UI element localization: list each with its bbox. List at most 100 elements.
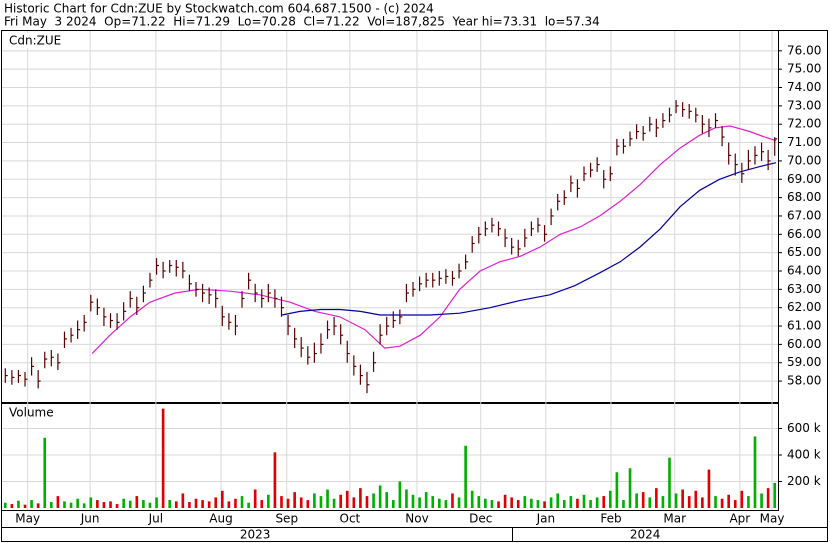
volume-bar (405, 489, 408, 509)
volume-bar (115, 504, 119, 509)
chart-subtitle: Fri May 3 2024 Op=71.22 Hi=71.29 Lo=70.2… (4, 15, 600, 29)
y-tick-label: 200 k (787, 474, 821, 488)
plot-layer: 58.00 59.00 60.00 61.00 62.00 63.00 64.00 65.00… (2, 31, 821, 542)
volume-bar (523, 496, 527, 509)
y-tick-label: 59.00 (787, 355, 821, 369)
volume-bar (181, 493, 185, 509)
volume-bar (36, 503, 40, 509)
x-tick-label: Apr (729, 512, 750, 526)
volume-bar (30, 500, 33, 509)
volume-bar (188, 502, 191, 509)
y-tick-label: 67.00 (787, 208, 821, 222)
volume-bar (503, 494, 507, 509)
y-tick-label: 72.00 (787, 117, 821, 131)
volume-bar (576, 498, 579, 509)
y-tick-label: 62.00 (787, 300, 821, 314)
volume-bar (444, 500, 448, 509)
volume-bar (530, 498, 533, 509)
y-tick-label: 76.00 (787, 43, 821, 57)
volume-bar (510, 497, 513, 509)
volume-bar (655, 488, 658, 509)
volume-bar (701, 497, 704, 509)
volume-bar (359, 488, 362, 509)
volume-bar (56, 496, 60, 509)
volume-bar (562, 500, 566, 509)
volume-bar (484, 498, 487, 509)
y-tick-label: 66.00 (787, 227, 821, 241)
volume-bar (681, 489, 684, 509)
year-label: 2023 (240, 528, 271, 542)
volume-bar (50, 502, 53, 509)
volume-bar (345, 490, 349, 509)
y-tick-label: 69.00 (787, 172, 821, 186)
volume-bar (753, 436, 757, 509)
volume-bar (96, 500, 99, 509)
volume-bar (556, 493, 560, 509)
volume-bar (69, 502, 73, 509)
x-tick-label: Feb (600, 512, 621, 526)
volume-bar (273, 452, 277, 509)
volume-bar (589, 500, 592, 509)
y-tick-label: 64.00 (787, 263, 821, 277)
volume-bar (622, 500, 625, 509)
volume-bar (490, 500, 494, 509)
y-tick-label: 600 k (787, 421, 821, 435)
volume-bar (109, 501, 112, 509)
volume-label: Volume (9, 406, 54, 420)
volume-bar (135, 496, 139, 509)
volume-bar (306, 500, 310, 509)
volume-bar (299, 497, 303, 509)
volume-bar (378, 485, 382, 509)
volume-bar (595, 497, 599, 509)
x-tick-label: May (15, 512, 40, 526)
volume-bar (10, 504, 14, 509)
y-tick-label: 75.00 (787, 62, 821, 76)
volume-bar (339, 494, 342, 509)
volume-bar (602, 496, 606, 509)
volume-bar (43, 437, 47, 509)
volume-bar (391, 500, 395, 509)
volume-bar (168, 500, 172, 509)
volume-bar (431, 496, 435, 509)
volume-bar (720, 498, 724, 509)
volume-bar (326, 489, 329, 509)
x-tick-label: Sep (275, 512, 298, 526)
moving-average-line (281, 162, 777, 316)
volume-bar (234, 498, 237, 509)
volume-bar (319, 496, 323, 509)
volume-bar (628, 468, 632, 509)
x-tick-label: May (760, 512, 785, 526)
volume-bar (694, 490, 698, 509)
volume-bar (740, 490, 744, 509)
volume-bar (477, 496, 481, 509)
volume-bar (424, 492, 428, 509)
y-tick-label: 400 k (787, 448, 821, 462)
volume-bar (142, 500, 145, 509)
volume-bar (582, 494, 586, 509)
symbol-label: Cdn:ZUE (9, 34, 61, 48)
chart-title: Historic Chart for Cdn:ZUE by Stockwatch… (4, 2, 434, 16)
x-tick-label: Aug (209, 512, 232, 526)
volume-bar (280, 496, 283, 509)
volume-bar (293, 492, 296, 509)
price-panel (1, 30, 779, 403)
y-tick-label: 65.00 (787, 245, 821, 259)
volume-bar (122, 498, 125, 509)
volume-bar (161, 408, 165, 509)
volume-bar (174, 501, 178, 509)
volume-bar (89, 497, 93, 509)
volume-bar (313, 493, 316, 509)
volume-bar (438, 498, 441, 509)
volume-bar (668, 457, 671, 509)
volume-bar (470, 490, 474, 509)
volume-bar (608, 490, 612, 509)
volume-bar (372, 493, 375, 509)
volume-bar (148, 502, 152, 509)
volume-bar (516, 500, 520, 509)
volume-bar (615, 472, 619, 509)
volume-bar (674, 493, 678, 509)
x-tick-label: Mar (663, 512, 686, 526)
volume-bar (760, 493, 763, 509)
volume-bar (411, 494, 415, 509)
volume-bar (352, 497, 356, 509)
